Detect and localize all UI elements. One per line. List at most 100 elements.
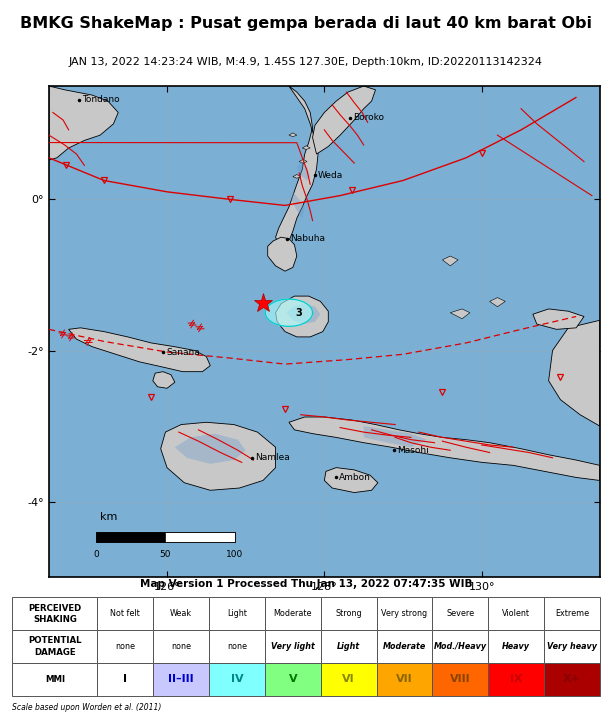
Bar <box>488 630 544 663</box>
Text: BMKG ShakeMap : Pusat gempa berada di laut 40 km barat Obi: BMKG ShakeMap : Pusat gempa berada di la… <box>20 16 592 31</box>
Text: MMI: MMI <box>45 675 65 684</box>
Polygon shape <box>161 422 275 490</box>
Text: JAN 13, 2022 14:23:24 WIB, M:4.9, 1.45S 127.30E, Depth:10km, ID:20220113142324: JAN 13, 2022 14:23:24 WIB, M:4.9, 1.45S … <box>69 57 543 67</box>
Bar <box>488 663 544 695</box>
Bar <box>97 663 153 695</box>
Polygon shape <box>153 371 175 389</box>
Text: Moderate: Moderate <box>382 642 426 651</box>
Bar <box>376 663 432 695</box>
Polygon shape <box>289 133 297 137</box>
Bar <box>432 663 488 695</box>
Text: Strong: Strong <box>335 609 362 618</box>
Text: Very strong: Very strong <box>381 609 427 618</box>
Bar <box>265 663 321 695</box>
Text: none: none <box>227 642 247 651</box>
Bar <box>12 597 97 630</box>
Polygon shape <box>299 159 307 163</box>
Bar <box>488 597 544 630</box>
Bar <box>12 630 97 663</box>
Bar <box>432 630 488 663</box>
Text: 3: 3 <box>295 308 302 318</box>
Polygon shape <box>450 309 470 319</box>
Text: Extreme: Extreme <box>555 609 589 618</box>
Bar <box>376 630 432 663</box>
Text: Severe: Severe <box>446 609 474 618</box>
Text: Violent: Violent <box>502 609 530 618</box>
Text: Boroko: Boroko <box>353 113 384 123</box>
Polygon shape <box>302 146 310 150</box>
Bar <box>265 630 321 663</box>
Text: VI: VI <box>342 674 355 684</box>
Polygon shape <box>275 296 328 337</box>
Text: Nabuha: Nabuha <box>289 234 325 243</box>
Text: Heavy: Heavy <box>502 642 530 651</box>
Text: 0: 0 <box>93 550 99 559</box>
Bar <box>97 630 153 663</box>
Text: Ambon: Ambon <box>339 473 371 482</box>
Text: IV: IV <box>231 674 244 684</box>
Bar <box>96 532 165 543</box>
Bar <box>544 630 600 663</box>
Bar <box>209 630 265 663</box>
Text: Moderate: Moderate <box>274 609 312 618</box>
Polygon shape <box>533 309 584 329</box>
Text: Light: Light <box>227 609 247 618</box>
Text: Scale based upon Worden et al. (2011): Scale based upon Worden et al. (2011) <box>12 703 162 712</box>
Text: Sanana: Sanana <box>166 348 200 356</box>
Bar <box>432 597 488 630</box>
Text: none: none <box>171 642 191 651</box>
Text: POTENTIAL
DAMAGE: POTENTIAL DAMAGE <box>28 637 81 657</box>
Text: Map Version 1 Processed Thu Jan 13, 2022 07:47:35 WIB: Map Version 1 Processed Thu Jan 13, 2022… <box>140 579 472 589</box>
Polygon shape <box>289 417 600 480</box>
Polygon shape <box>275 86 318 246</box>
Text: 50: 50 <box>160 550 171 559</box>
Text: Tondano: Tondano <box>82 95 119 104</box>
Bar <box>544 663 600 695</box>
Text: km: km <box>100 512 118 522</box>
Bar <box>96 532 234 543</box>
Text: X+: X+ <box>563 674 581 684</box>
Text: I: I <box>124 674 127 684</box>
Text: Weda: Weda <box>318 171 343 180</box>
Polygon shape <box>266 299 313 326</box>
Bar <box>97 597 153 630</box>
Bar <box>321 597 376 630</box>
Polygon shape <box>175 434 245 464</box>
Text: Not felt: Not felt <box>110 609 140 618</box>
Polygon shape <box>297 161 310 181</box>
Text: Very heavy: Very heavy <box>547 642 597 651</box>
Bar <box>153 630 209 663</box>
Text: Very light: Very light <box>271 642 315 651</box>
Text: Mod./Heavy: Mod./Heavy <box>434 642 487 651</box>
Text: Light: Light <box>337 642 360 651</box>
Text: VII: VII <box>396 674 412 684</box>
Polygon shape <box>490 298 506 307</box>
Polygon shape <box>291 192 305 218</box>
Bar <box>209 597 265 630</box>
Bar <box>12 663 97 695</box>
Text: none: none <box>115 642 135 651</box>
Bar <box>321 663 376 695</box>
Text: Weak: Weak <box>170 609 192 618</box>
Polygon shape <box>324 467 378 493</box>
Text: V: V <box>288 674 297 684</box>
Polygon shape <box>364 426 427 447</box>
Bar <box>376 597 432 630</box>
Polygon shape <box>267 237 297 271</box>
Text: Namlea: Namlea <box>255 453 290 462</box>
Polygon shape <box>313 86 376 154</box>
Bar <box>165 532 234 543</box>
Polygon shape <box>442 256 458 266</box>
Polygon shape <box>293 174 300 179</box>
Bar <box>153 663 209 695</box>
Polygon shape <box>49 86 118 160</box>
Text: VIII: VIII <box>450 674 471 684</box>
Text: IX: IX <box>510 674 523 684</box>
Polygon shape <box>69 328 211 371</box>
Polygon shape <box>548 320 600 426</box>
Bar <box>153 597 209 630</box>
Bar <box>265 597 321 630</box>
Polygon shape <box>286 304 321 324</box>
Bar <box>209 663 265 695</box>
Bar <box>321 630 376 663</box>
